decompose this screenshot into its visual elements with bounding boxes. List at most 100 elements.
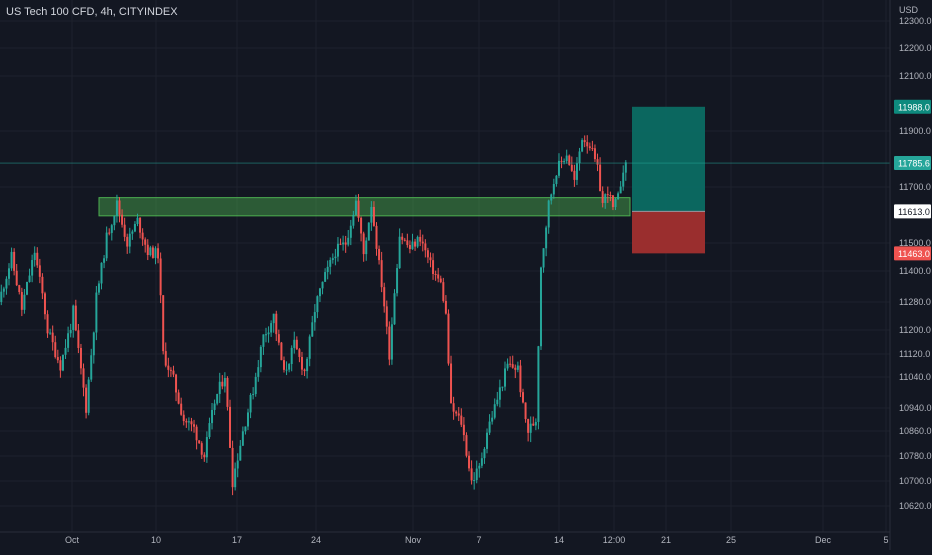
candle-body bbox=[539, 267, 542, 347]
candle-body bbox=[529, 423, 532, 433]
candle-body bbox=[229, 406, 232, 448]
candle bbox=[239, 440, 242, 461]
candle-body bbox=[262, 334, 265, 347]
candle bbox=[468, 451, 471, 472]
candle-body bbox=[622, 172, 625, 187]
candle-body bbox=[272, 313, 275, 324]
candle-body bbox=[342, 242, 345, 245]
candle-body bbox=[504, 368, 507, 387]
candle-body bbox=[249, 394, 252, 413]
candle bbox=[393, 289, 396, 325]
candle bbox=[193, 419, 196, 433]
candle-body bbox=[331, 258, 334, 260]
candle-body bbox=[519, 365, 522, 393]
candle bbox=[82, 363, 85, 397]
candle-body bbox=[311, 322, 314, 337]
candle bbox=[408, 240, 411, 254]
grid bbox=[0, 0, 890, 532]
candle bbox=[349, 219, 352, 246]
price-tick-label: 12300.0 bbox=[899, 16, 932, 26]
candle-body bbox=[303, 369, 306, 372]
candle-body bbox=[396, 268, 399, 294]
candle-body bbox=[177, 392, 180, 404]
price-badge-label: 11463.0 bbox=[898, 249, 930, 259]
candle bbox=[557, 153, 560, 179]
candle-body bbox=[254, 376, 257, 394]
candle-body bbox=[139, 217, 142, 233]
candle-body bbox=[619, 186, 622, 194]
candle-body bbox=[136, 217, 139, 224]
candle bbox=[455, 410, 458, 417]
candle-body bbox=[521, 392, 524, 403]
candle bbox=[606, 186, 609, 203]
candle bbox=[229, 399, 232, 449]
candle-body bbox=[501, 386, 504, 388]
candle-body bbox=[108, 232, 111, 234]
candle-body bbox=[468, 455, 471, 469]
candle bbox=[390, 317, 393, 365]
candle-body bbox=[480, 458, 483, 466]
candle bbox=[432, 253, 435, 280]
price-tick-label: 10860.0 bbox=[899, 426, 932, 436]
candle-body bbox=[547, 200, 550, 228]
candle-body bbox=[357, 200, 360, 218]
price-badge-label: 11785.6 bbox=[898, 159, 930, 169]
candle bbox=[509, 356, 512, 368]
candle-body bbox=[450, 363, 453, 404]
candle-body bbox=[599, 164, 602, 192]
candle bbox=[388, 321, 391, 366]
candle bbox=[115, 194, 118, 223]
candle-body bbox=[97, 283, 100, 293]
candle bbox=[352, 210, 355, 229]
candle bbox=[216, 393, 219, 406]
candle-body bbox=[282, 360, 285, 370]
candle bbox=[321, 281, 324, 295]
candle bbox=[624, 160, 627, 181]
candle-body bbox=[151, 247, 154, 258]
candle-body bbox=[234, 468, 237, 488]
candle-body bbox=[295, 339, 298, 350]
candle bbox=[547, 199, 550, 234]
candle bbox=[334, 248, 337, 266]
candle bbox=[20, 287, 23, 317]
candle-body bbox=[365, 240, 368, 255]
candle-body bbox=[575, 163, 578, 180]
candle bbox=[288, 363, 291, 373]
time-tick-label: 7 bbox=[476, 535, 481, 545]
candle bbox=[118, 197, 121, 223]
candle-body bbox=[187, 421, 190, 423]
candle-body bbox=[563, 161, 566, 163]
candle-body bbox=[180, 403, 183, 415]
candle bbox=[383, 282, 386, 313]
candle-body bbox=[0, 291, 3, 302]
candle bbox=[573, 164, 576, 187]
candle-body bbox=[308, 336, 311, 359]
candle bbox=[362, 231, 365, 262]
candle bbox=[300, 351, 303, 376]
candle bbox=[313, 304, 316, 331]
candle bbox=[563, 158, 566, 165]
candle bbox=[144, 237, 147, 253]
candle-body bbox=[486, 432, 489, 449]
candle bbox=[545, 225, 548, 257]
candle bbox=[113, 215, 116, 231]
candle-body bbox=[15, 270, 18, 286]
candle-body bbox=[231, 447, 234, 488]
candle-body bbox=[185, 421, 188, 423]
candle-body bbox=[416, 236, 419, 247]
candle bbox=[133, 221, 136, 233]
candle-body bbox=[270, 323, 273, 333]
candle bbox=[33, 246, 36, 267]
candle bbox=[270, 320, 273, 337]
candle bbox=[465, 432, 468, 458]
candle bbox=[103, 255, 106, 269]
candle-body bbox=[36, 252, 39, 266]
candle bbox=[28, 268, 31, 283]
candle bbox=[537, 345, 540, 430]
price-badge-bg bbox=[894, 156, 931, 171]
candle-body bbox=[457, 413, 460, 416]
price-tick-label: 11400.0 bbox=[899, 266, 931, 276]
candle-body bbox=[609, 195, 612, 197]
candle-body bbox=[339, 243, 342, 245]
